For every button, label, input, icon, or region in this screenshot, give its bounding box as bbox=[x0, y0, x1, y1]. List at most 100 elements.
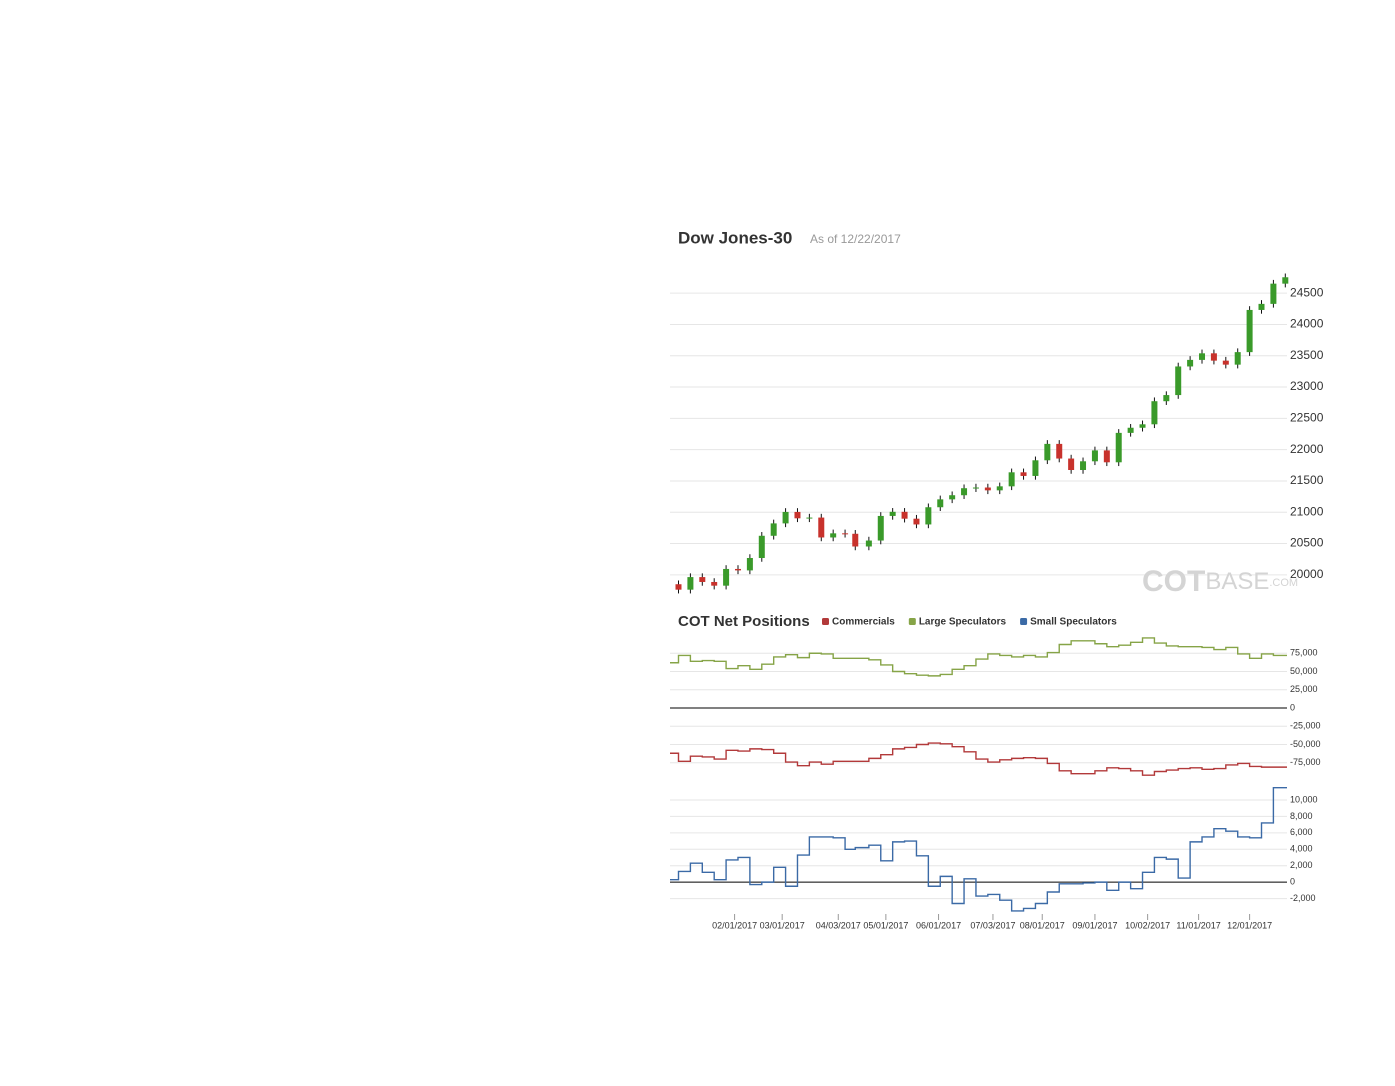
x-tick-label: 02/01/2017 bbox=[712, 920, 757, 930]
candle-body bbox=[794, 511, 801, 519]
candle-body bbox=[937, 499, 944, 508]
candle-body bbox=[830, 533, 837, 538]
candle-body bbox=[972, 487, 979, 489]
candle-body bbox=[1068, 458, 1075, 470]
y-tick-label: -2,000 bbox=[1290, 893, 1316, 903]
candle-body bbox=[1163, 395, 1170, 402]
candle-body bbox=[1008, 472, 1015, 487]
candle-body bbox=[865, 540, 872, 547]
y-tick-label: 25,000 bbox=[1290, 684, 1318, 694]
x-tick-label: 08/01/2017 bbox=[1020, 920, 1065, 930]
candle-body bbox=[687, 577, 694, 590]
candle-body bbox=[842, 533, 849, 535]
y-tick-label: 0 bbox=[1290, 877, 1295, 887]
y-tick-label: 50,000 bbox=[1290, 666, 1318, 676]
legend-label: Large Speculators bbox=[919, 617, 1007, 628]
legend-label: Small Speculators bbox=[1030, 617, 1117, 628]
y-tick-label: 23000 bbox=[1290, 379, 1324, 393]
candle-body bbox=[699, 577, 706, 582]
y-tick-label: 2,000 bbox=[1290, 860, 1313, 870]
candle-body bbox=[711, 581, 718, 586]
y-tick-label: 6,000 bbox=[1290, 827, 1313, 837]
candle-body bbox=[818, 517, 825, 538]
x-tick-label: 06/01/2017 bbox=[916, 920, 961, 930]
y-tick-label: 21500 bbox=[1290, 473, 1324, 487]
panel-title: COT Net Positions bbox=[678, 613, 810, 630]
candle-body bbox=[1103, 450, 1110, 463]
candle-body bbox=[1044, 443, 1051, 461]
y-tick-label: 8,000 bbox=[1290, 811, 1313, 821]
candle-body bbox=[1199, 353, 1206, 360]
candle-body bbox=[984, 487, 991, 491]
candle-body bbox=[1056, 443, 1063, 459]
candle-body bbox=[901, 511, 908, 519]
candle-body bbox=[782, 511, 789, 524]
y-tick-label: 75,000 bbox=[1290, 648, 1318, 658]
legend-swatch bbox=[1020, 618, 1028, 625]
legend-label: Commercials bbox=[832, 617, 895, 628]
candle-body bbox=[1175, 366, 1182, 396]
candle-body bbox=[1210, 353, 1217, 361]
legend-swatch bbox=[908, 618, 916, 625]
candle-body bbox=[1151, 401, 1158, 425]
candle-body bbox=[961, 488, 968, 496]
y-tick-label: -50,000 bbox=[1290, 739, 1321, 749]
candle-body bbox=[734, 568, 741, 571]
x-tick-label: 12/01/2017 bbox=[1227, 920, 1272, 930]
watermark-part: BASE bbox=[1205, 568, 1269, 595]
candle-body bbox=[758, 535, 765, 559]
candle-body bbox=[877, 515, 884, 541]
x-tick-label: 03/01/2017 bbox=[760, 920, 805, 930]
y-tick-label: 24500 bbox=[1290, 285, 1324, 299]
candle-body bbox=[1020, 472, 1027, 476]
series-line bbox=[670, 786, 1287, 912]
chart-subtitle: As of 12/22/2017 bbox=[810, 232, 901, 246]
candle-body bbox=[925, 507, 932, 525]
candle-body bbox=[675, 584, 682, 590]
y-tick-label: 10,000 bbox=[1290, 794, 1318, 804]
candle-body bbox=[1234, 352, 1241, 365]
candle-body bbox=[852, 533, 859, 547]
candle-body bbox=[1222, 360, 1229, 365]
candle-body bbox=[1115, 432, 1122, 463]
candle-body bbox=[949, 495, 956, 500]
candle-body bbox=[723, 568, 730, 586]
series-line bbox=[670, 637, 1287, 677]
y-tick-label: 20500 bbox=[1290, 536, 1324, 550]
candle-body bbox=[1282, 277, 1289, 284]
legend-swatch bbox=[822, 618, 829, 625]
candle-body bbox=[770, 523, 777, 536]
candle-body bbox=[806, 517, 813, 519]
candle-body bbox=[1091, 450, 1098, 462]
candle-body bbox=[889, 511, 896, 516]
candle-body bbox=[1032, 460, 1039, 476]
x-tick-label: 04/03/2017 bbox=[816, 920, 861, 930]
candle-body bbox=[1246, 309, 1253, 353]
y-tick-label: 21000 bbox=[1290, 504, 1324, 518]
candle-body bbox=[1258, 303, 1265, 310]
y-tick-label: 22500 bbox=[1290, 411, 1324, 425]
y-tick-label: 23500 bbox=[1290, 348, 1324, 362]
y-tick-label: 22000 bbox=[1290, 442, 1324, 456]
chart-title: Dow Jones-30 bbox=[678, 228, 792, 247]
y-tick-label: 0 bbox=[1290, 702, 1295, 712]
y-tick-label: -75,000 bbox=[1290, 757, 1321, 767]
y-tick-label: 24000 bbox=[1290, 317, 1324, 331]
candle-body bbox=[746, 558, 753, 571]
x-tick-label: 11/01/2017 bbox=[1176, 920, 1220, 930]
candle-body bbox=[1187, 359, 1194, 367]
x-tick-label: 07/03/2017 bbox=[970, 920, 1015, 930]
y-tick-label: -25,000 bbox=[1290, 721, 1321, 731]
watermark-part: .COM bbox=[1269, 577, 1298, 589]
watermark: COTBASE.COM bbox=[1142, 565, 1298, 598]
candle-body bbox=[1139, 424, 1146, 428]
candle-body bbox=[996, 486, 1003, 491]
candle-body bbox=[913, 518, 920, 525]
watermark-part: COT bbox=[1142, 565, 1205, 598]
candle-body bbox=[1270, 283, 1277, 304]
y-tick-label: 4,000 bbox=[1290, 844, 1313, 854]
candle-body bbox=[1127, 427, 1134, 433]
x-tick-label: 09/01/2017 bbox=[1072, 920, 1117, 930]
